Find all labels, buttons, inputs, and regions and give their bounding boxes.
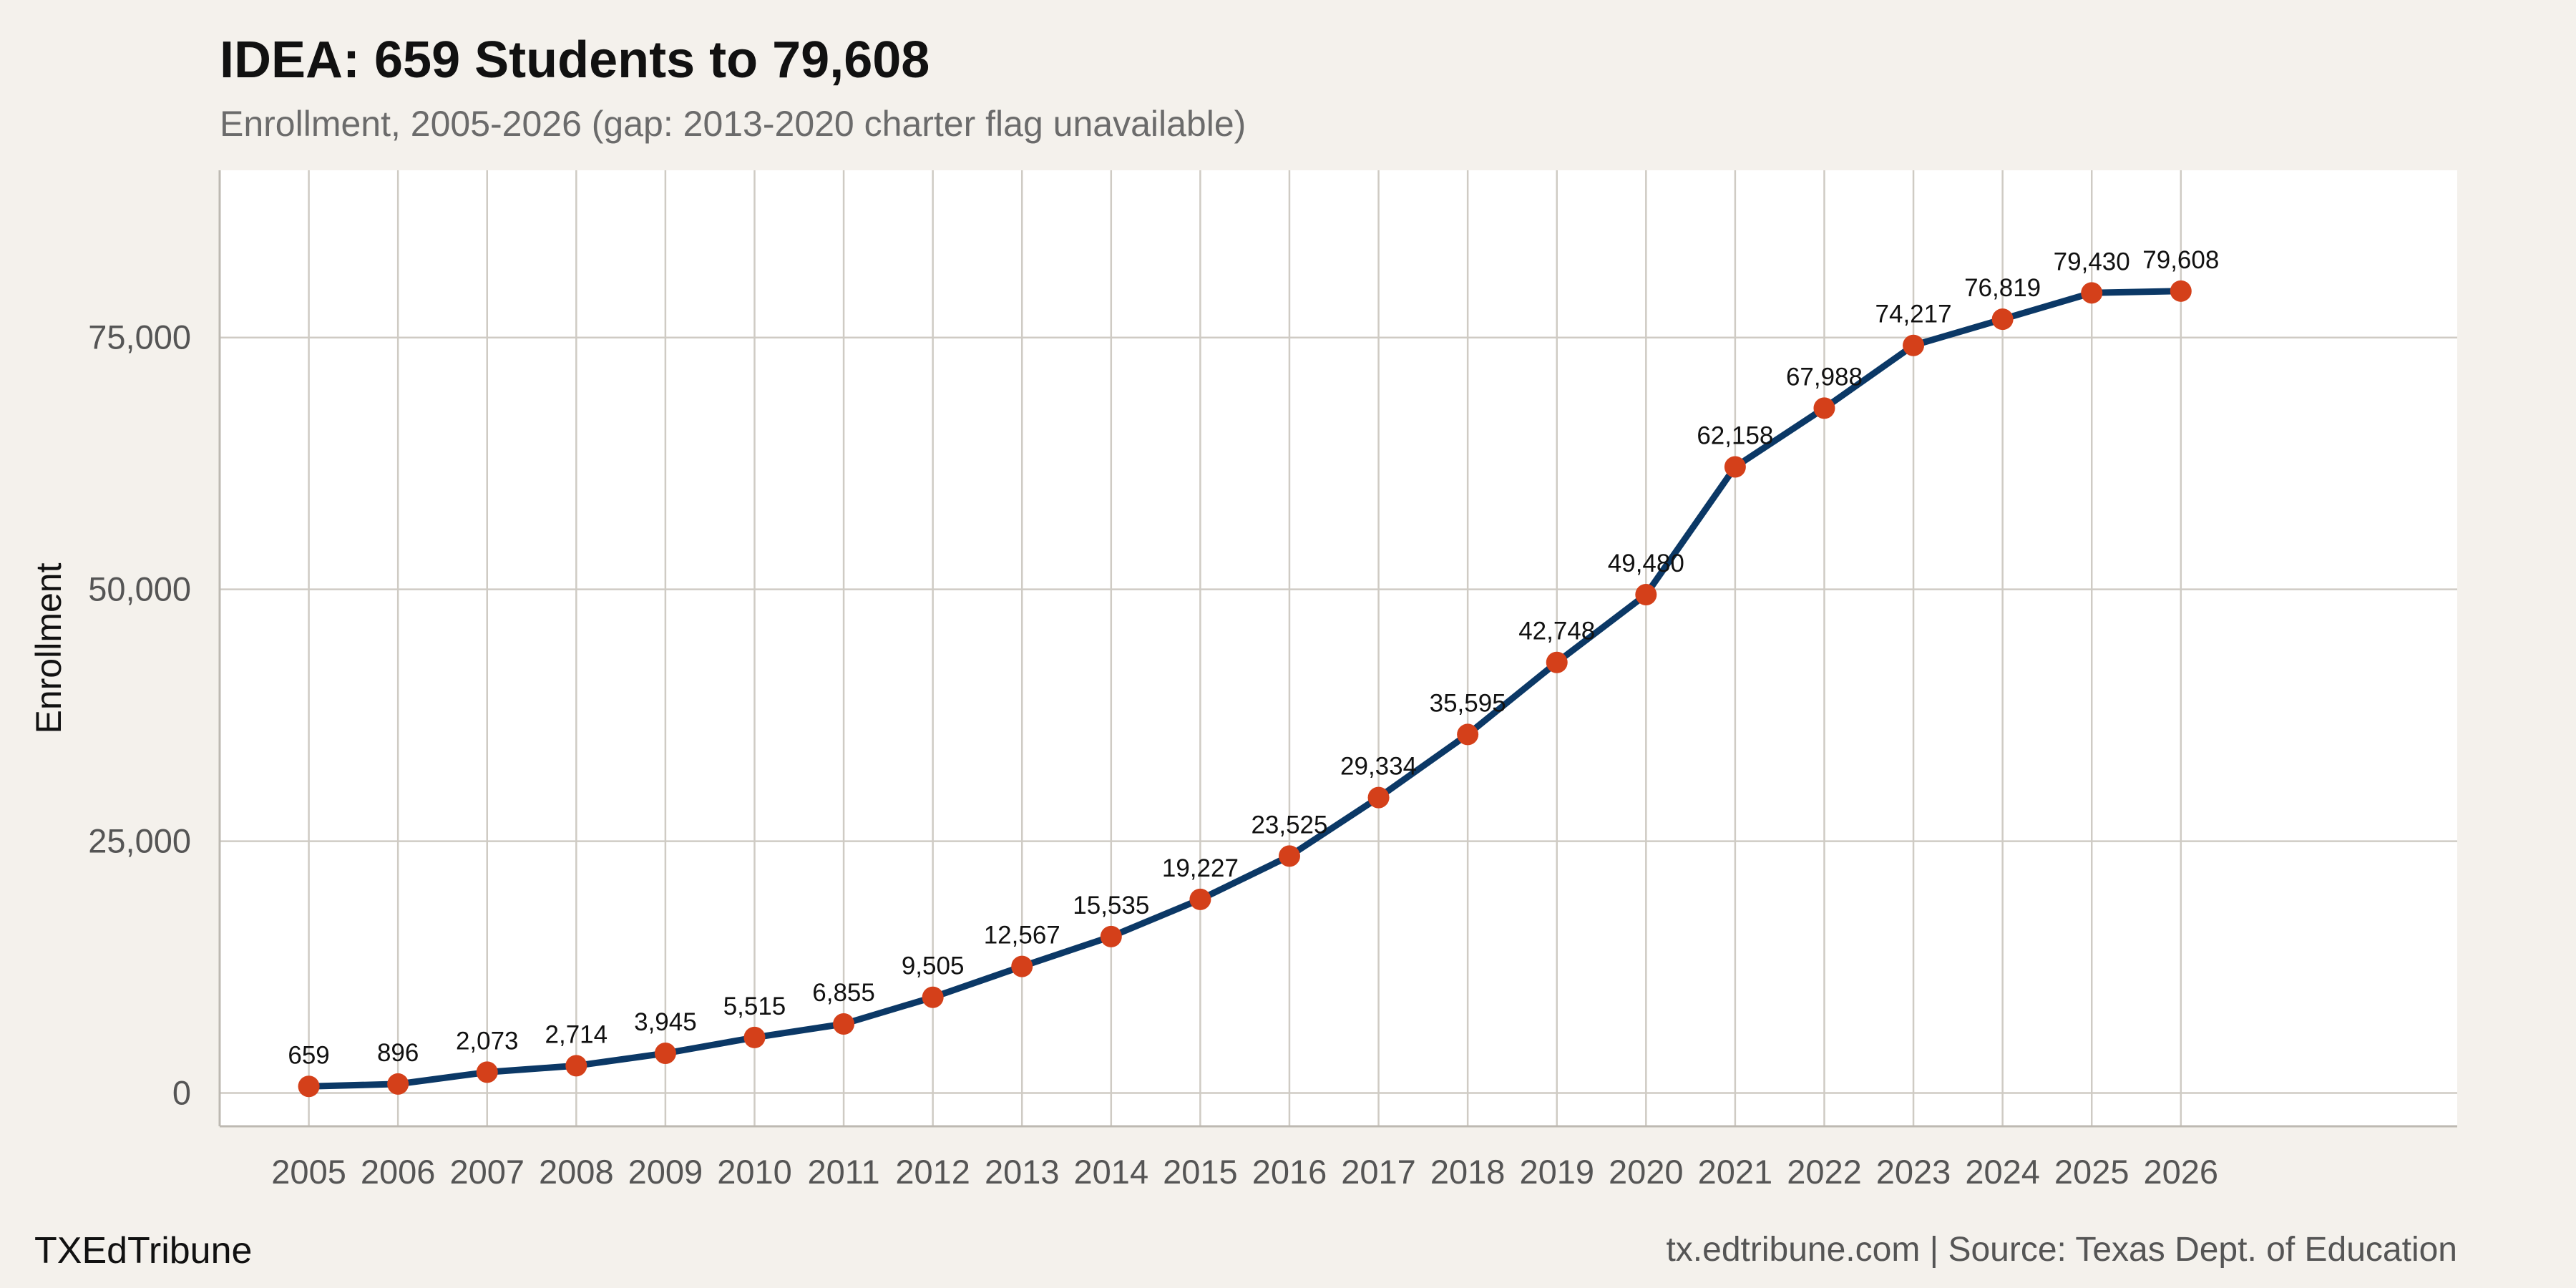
data-point bbox=[1189, 888, 1211, 910]
data-label: 12,567 bbox=[984, 922, 1060, 950]
x-tick-label: 2016 bbox=[1252, 1153, 1327, 1191]
data-label: 74,217 bbox=[1875, 301, 1952, 328]
data-label: 23,525 bbox=[1251, 811, 1327, 839]
data-label: 49,480 bbox=[1608, 550, 1684, 577]
x-tick-label: 2023 bbox=[1876, 1153, 1951, 1191]
x-tick-label: 2022 bbox=[1787, 1153, 1862, 1191]
data-point bbox=[1991, 308, 2014, 331]
x-tick-label: 2013 bbox=[985, 1153, 1060, 1191]
data-point bbox=[476, 1061, 498, 1083]
x-tick-label: 2014 bbox=[1074, 1153, 1149, 1191]
data-label: 19,227 bbox=[1162, 854, 1239, 882]
x-tick-label: 2025 bbox=[2054, 1153, 2129, 1191]
x-tick-label: 2021 bbox=[1698, 1153, 1773, 1191]
x-tick-label: 2009 bbox=[628, 1153, 703, 1191]
data-label: 9,505 bbox=[902, 952, 965, 980]
data-point bbox=[1546, 651, 1568, 673]
x-tick-label: 2012 bbox=[895, 1153, 970, 1191]
x-tick-label: 2005 bbox=[271, 1153, 346, 1191]
data-point bbox=[833, 1013, 855, 1035]
data-point bbox=[1367, 786, 1390, 809]
data-label: 76,819 bbox=[1964, 274, 2041, 302]
data-label: 5,515 bbox=[723, 992, 786, 1020]
data-point bbox=[1457, 723, 1479, 746]
x-tick-label: 2010 bbox=[717, 1153, 792, 1191]
x-tick-label: 2017 bbox=[1341, 1153, 1416, 1191]
plot-panel bbox=[220, 170, 2457, 1126]
chart-subtitle: Enrollment, 2005-2026 (gap: 2013-2020 ch… bbox=[220, 104, 1246, 144]
data-point bbox=[1100, 925, 1122, 947]
data-point bbox=[387, 1073, 409, 1095]
data-labels: 659 896 2,073 2,714 3,945 5,515 6,855 9,505 12,5… bbox=[288, 246, 2219, 1069]
y-axis-title: Enrollment bbox=[29, 562, 69, 733]
data-point bbox=[1724, 456, 1746, 478]
data-point bbox=[1278, 845, 1300, 867]
data-label: 6,855 bbox=[812, 979, 875, 1007]
data-point bbox=[2081, 282, 2103, 304]
y-tick-label: 25,000 bbox=[88, 822, 191, 860]
x-tick-label: 2024 bbox=[1965, 1153, 2040, 1191]
x-tick-label: 2006 bbox=[361, 1153, 436, 1191]
data-label: 2,073 bbox=[456, 1027, 519, 1055]
x-tick-label: 2026 bbox=[2144, 1153, 2219, 1191]
axes bbox=[218, 170, 2457, 1128]
data-label: 659 bbox=[288, 1041, 329, 1069]
data-label: 79,608 bbox=[2142, 246, 2219, 274]
data-point bbox=[565, 1055, 587, 1077]
data-point bbox=[1903, 334, 1925, 356]
data-label: 3,945 bbox=[634, 1008, 697, 1036]
data-point bbox=[654, 1043, 676, 1065]
data-label: 62,158 bbox=[1697, 421, 1773, 449]
data-label: 15,535 bbox=[1073, 892, 1149, 919]
data-label: 42,748 bbox=[1518, 618, 1595, 645]
x-tick-label: 2011 bbox=[808, 1153, 880, 1191]
data-points bbox=[298, 280, 2192, 1098]
data-label: 29,334 bbox=[1340, 753, 1417, 781]
grid-lines bbox=[220, 170, 2457, 1126]
x-tick-label: 2018 bbox=[1430, 1153, 1506, 1191]
x-tick-label: 2008 bbox=[539, 1153, 614, 1191]
y-axis-tick-labels: 0 25,000 50,000 75,000 bbox=[88, 318, 191, 1112]
data-label: 35,595 bbox=[1430, 689, 1506, 717]
y-tick-label: 0 bbox=[172, 1074, 191, 1112]
data-point bbox=[2170, 280, 2192, 302]
data-label: 896 bbox=[377, 1039, 419, 1067]
series-line-layer bbox=[306, 288, 2185, 1090]
data-point bbox=[1813, 397, 1835, 419]
y-tick-label: 50,000 bbox=[88, 570, 191, 608]
x-tick-label: 2019 bbox=[1519, 1153, 1594, 1191]
data-point bbox=[1635, 583, 1657, 605]
x-tick-label: 2015 bbox=[1163, 1153, 1238, 1191]
data-point bbox=[298, 1075, 320, 1098]
data-label: 2,714 bbox=[545, 1020, 608, 1048]
data-point bbox=[922, 986, 944, 1008]
data-label: 79,430 bbox=[2054, 248, 2130, 275]
x-tick-label: 2007 bbox=[449, 1153, 525, 1191]
x-axis-tick-labels: 2005 2006 2007 2008 2009 2010 2011 2012 2013 2014… bbox=[271, 1153, 2218, 1191]
data-label: 67,988 bbox=[1786, 363, 1863, 391]
footer-brand: TXEdTribune bbox=[34, 1230, 252, 1272]
series-line bbox=[306, 288, 2185, 1090]
footer-source: tx.edtribune.com | Source: Texas Dept. o… bbox=[1666, 1231, 2457, 1269]
chart-title: IDEA: 659 Students to 79,608 bbox=[220, 31, 930, 89]
data-point bbox=[743, 1026, 766, 1048]
data-point bbox=[1011, 955, 1033, 977]
x-tick-label: 2020 bbox=[1609, 1153, 1684, 1191]
y-tick-label: 75,000 bbox=[88, 318, 191, 356]
